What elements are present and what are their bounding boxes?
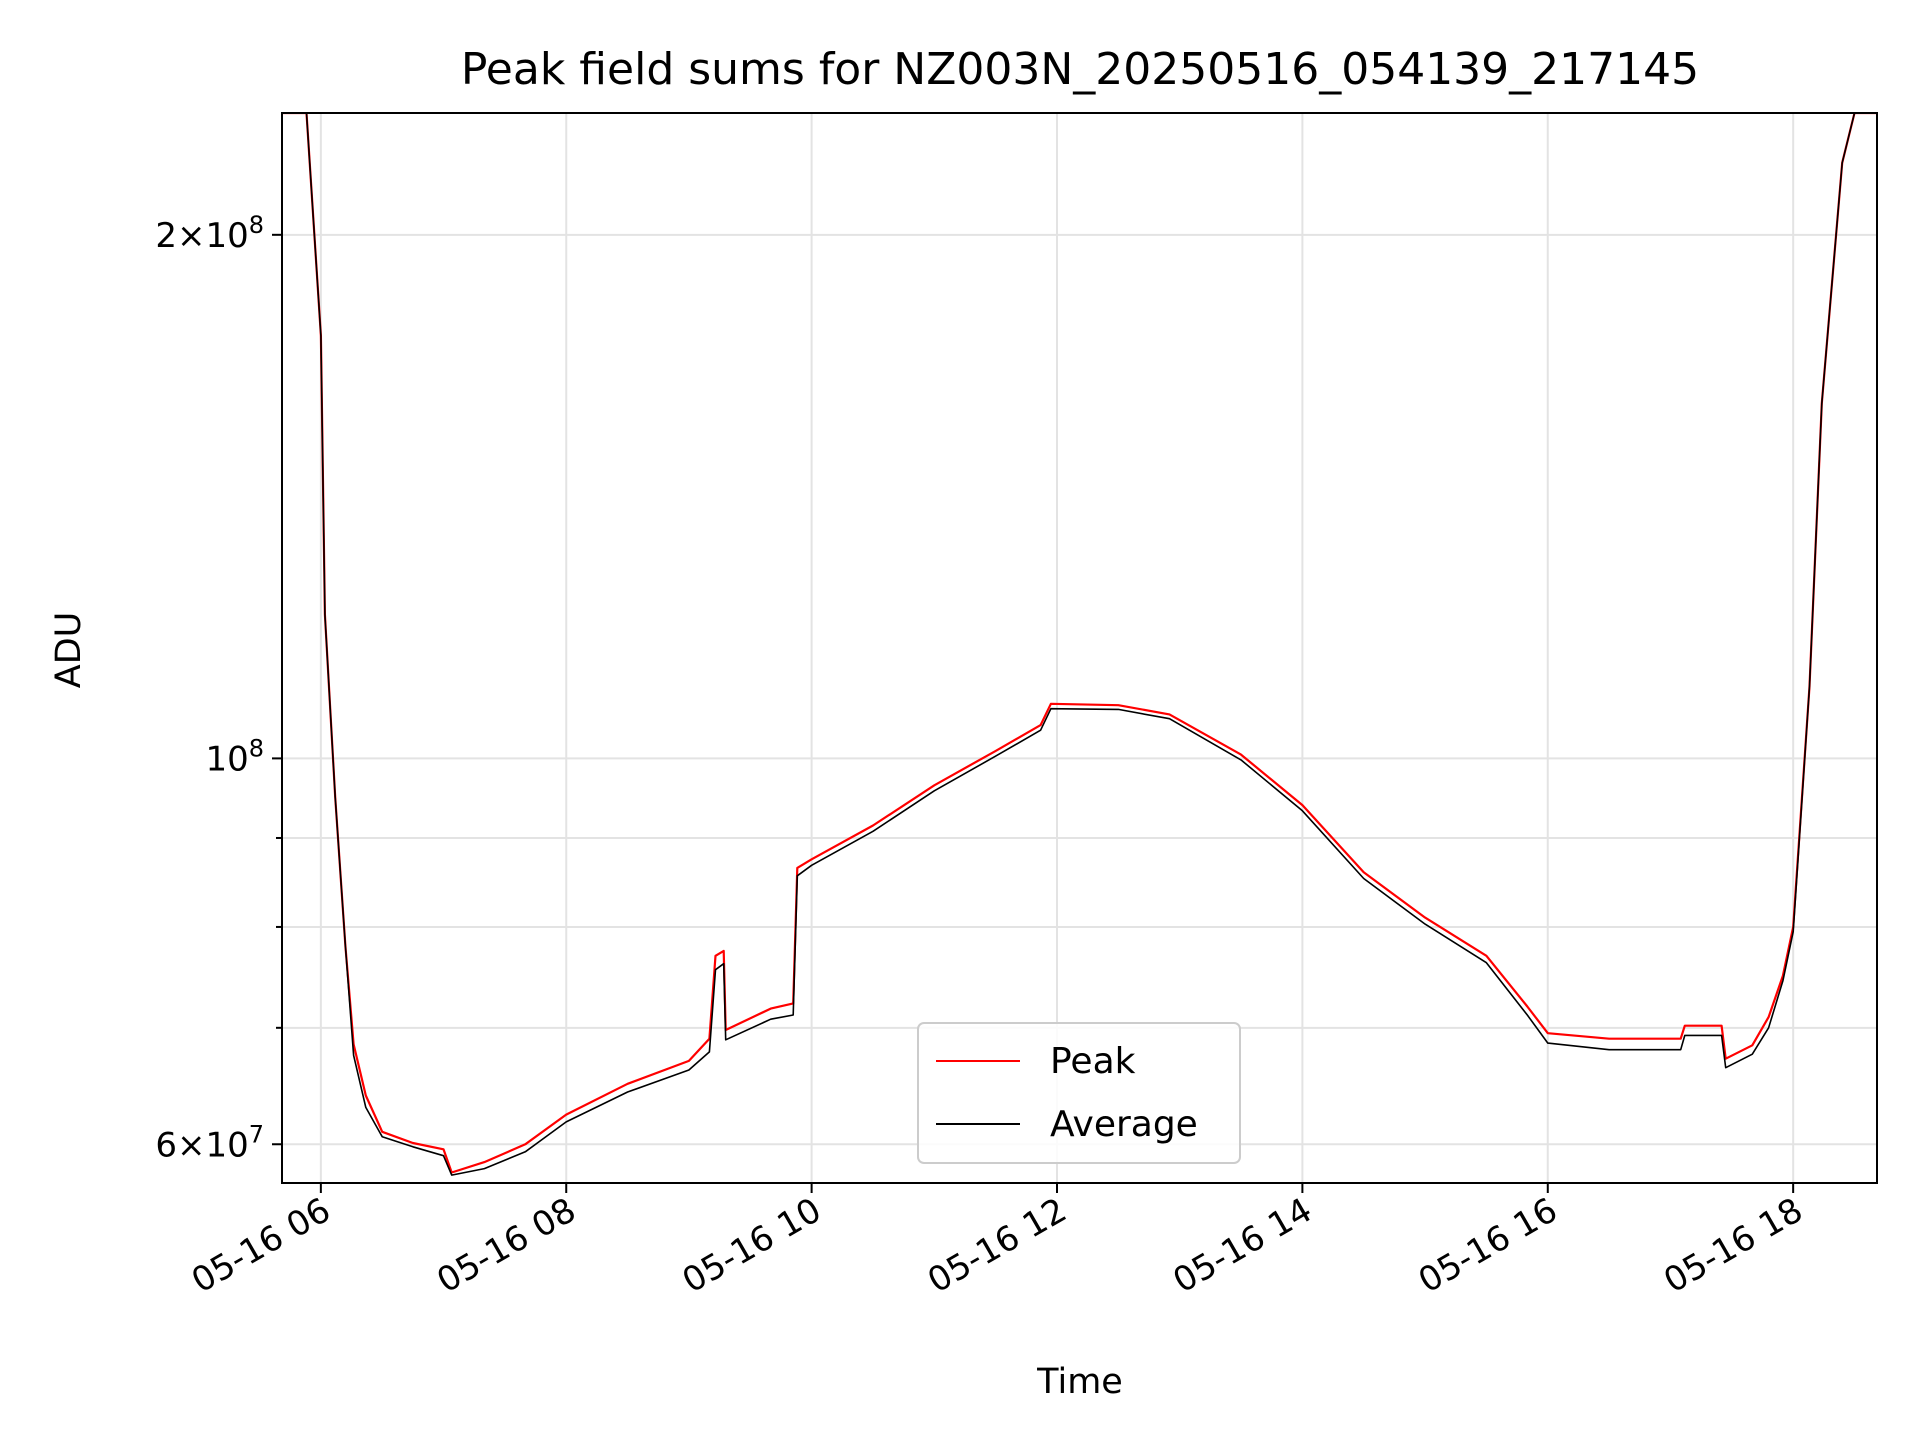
legend: Peak Average <box>917 1022 1241 1164</box>
y-tick-label: 2×108 <box>155 211 264 256</box>
x-axis-label: Time <box>1036 1362 1123 1402</box>
plot-lines <box>282 113 1877 1176</box>
legend-label-peak: Peak <box>1050 1041 1136 1082</box>
y-tick-label: 108 <box>205 734 264 779</box>
series-line-peak <box>282 113 1877 1174</box>
chart-title: Peak field sums for NZ003N_20250516_0541… <box>461 44 1699 95</box>
legend-box <box>917 1022 1241 1164</box>
y-tick-label: 6×107 <box>155 1120 264 1165</box>
series-line-average <box>282 113 1877 1176</box>
plot-frame <box>281 112 1878 1184</box>
y-axis-label: ADU <box>49 612 89 689</box>
legend-label-average: Average <box>1050 1104 1198 1145</box>
